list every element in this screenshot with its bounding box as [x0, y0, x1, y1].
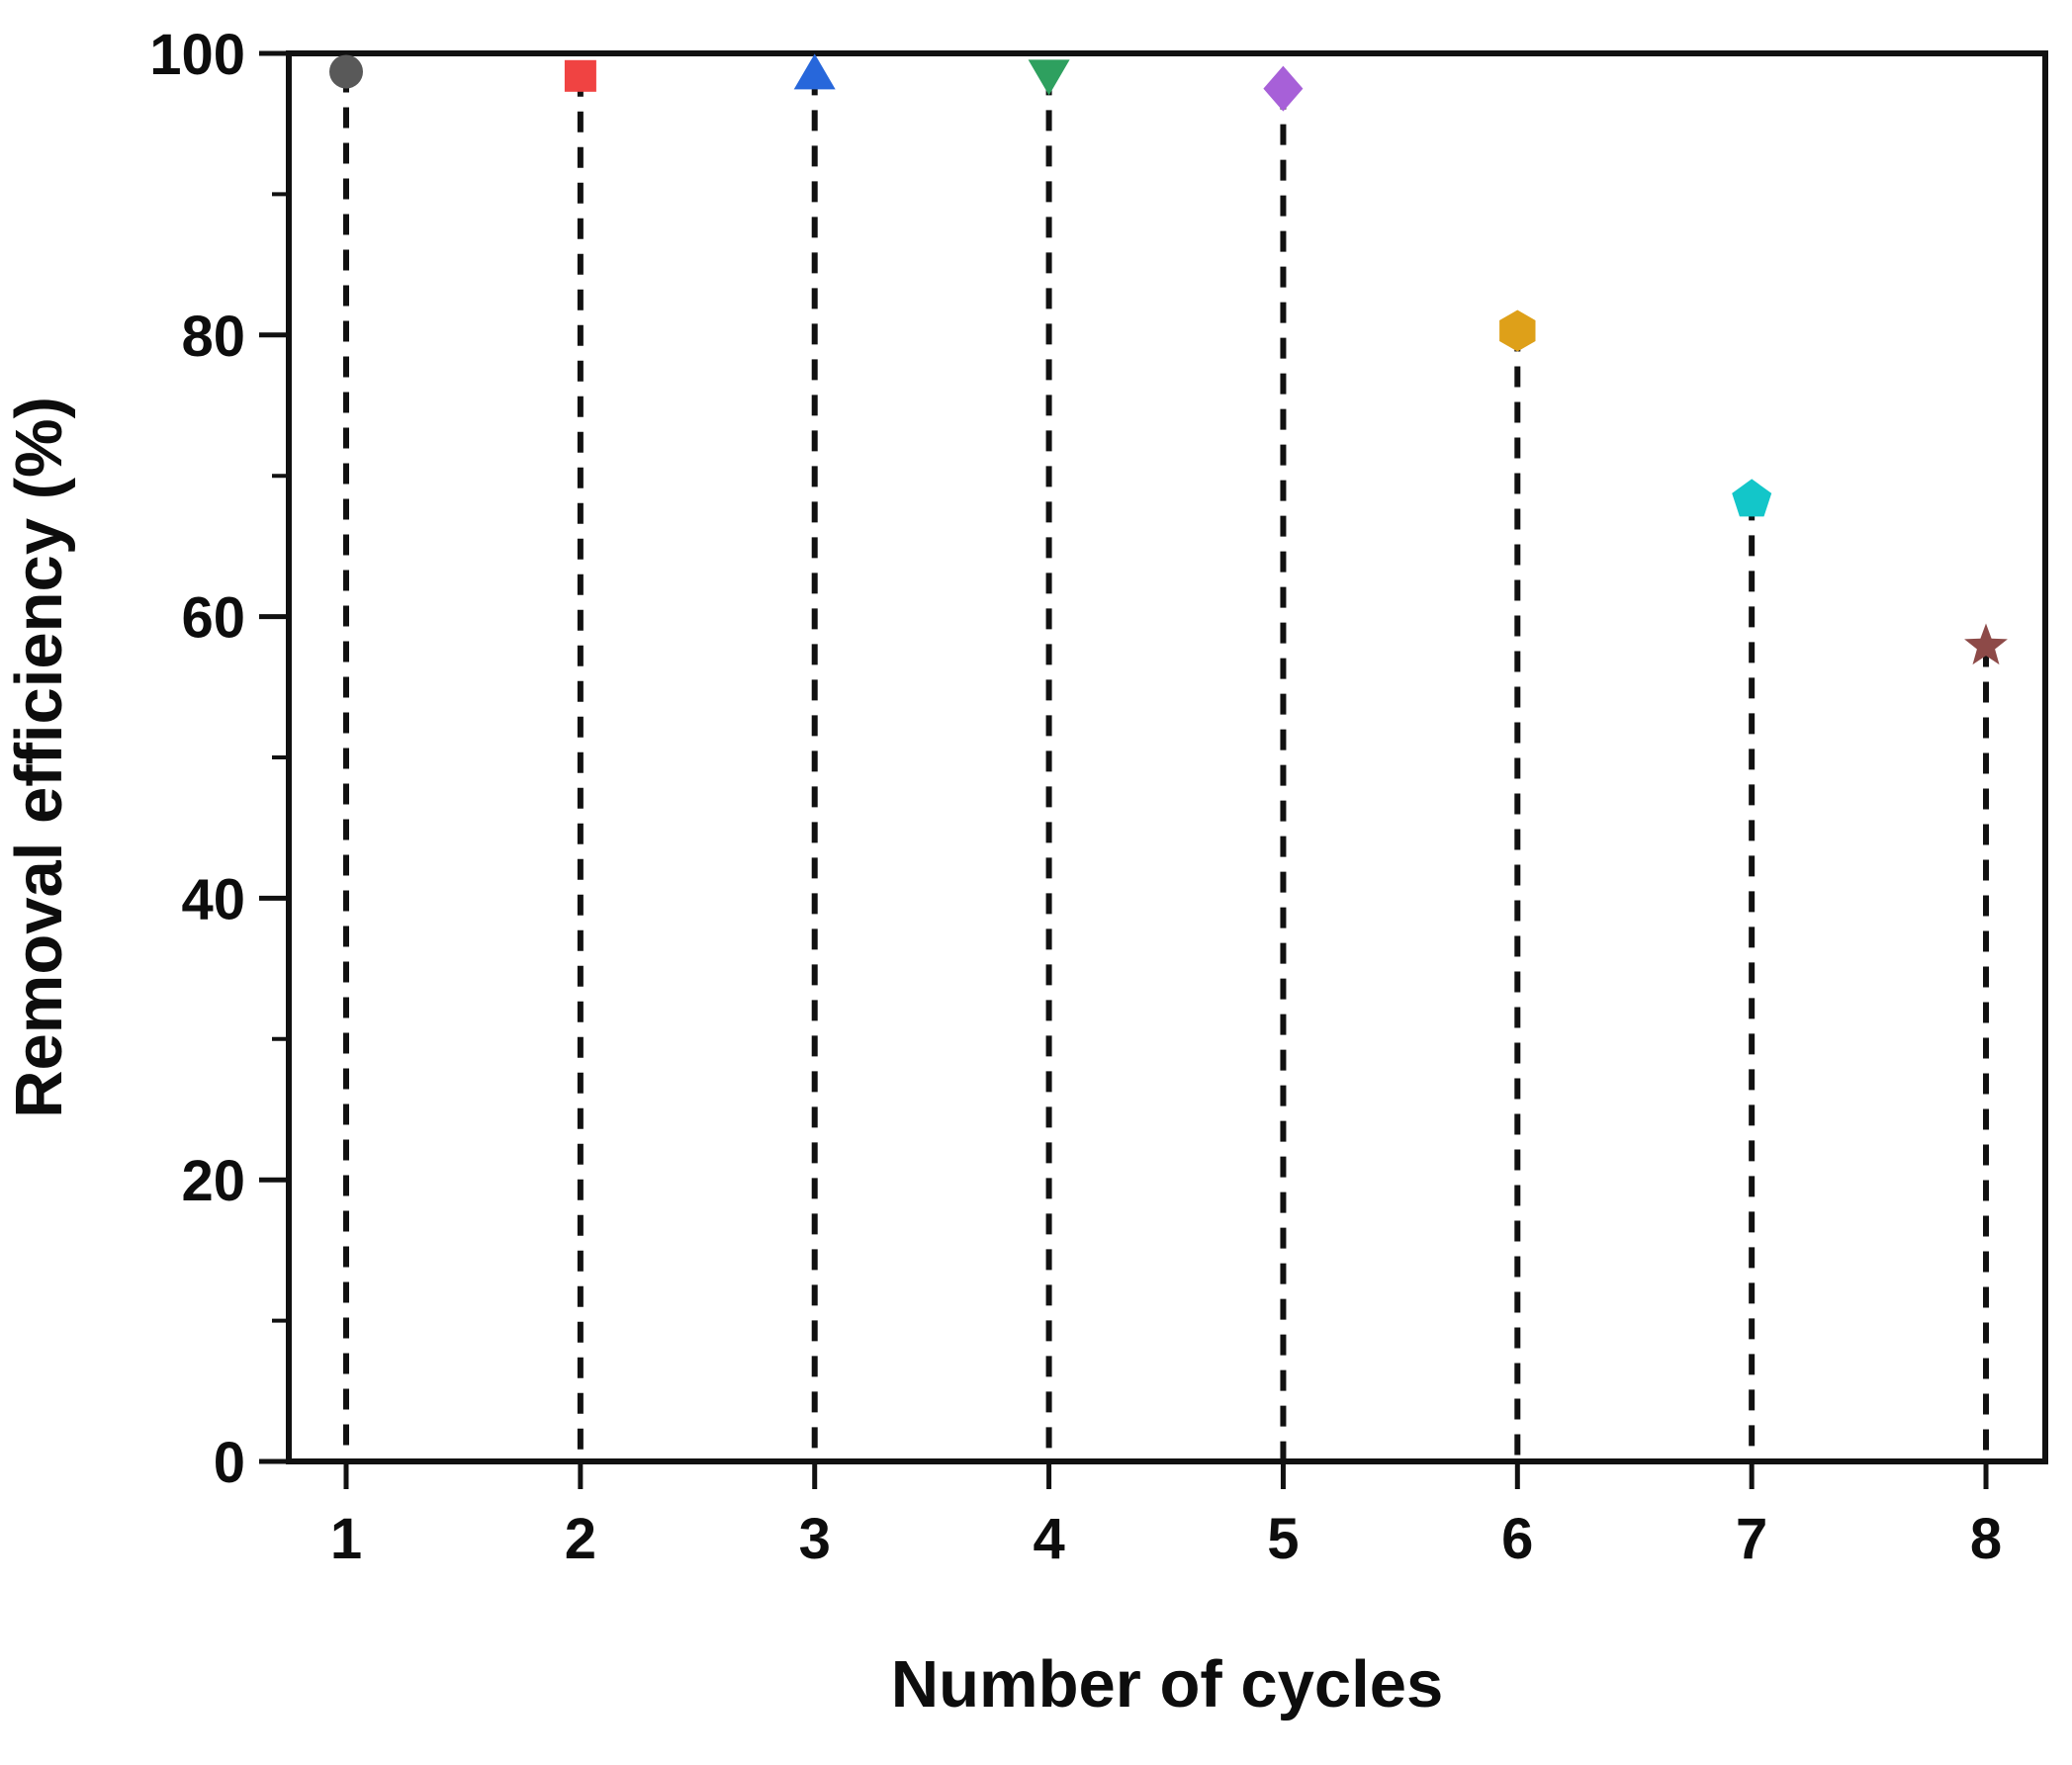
marker-cycle-6-hexagon [1499, 309, 1536, 352]
y-axis-title: Removal efficiency (%) [2, 397, 76, 1118]
x-tick-label: 3 [799, 1507, 831, 1571]
plot-frame-group [286, 50, 2048, 1464]
x-tick-label: 1 [330, 1507, 362, 1571]
x-tick-label: 8 [1970, 1507, 2002, 1571]
y-tick-label: 100 [149, 23, 245, 87]
data-markers-group [329, 53, 2008, 665]
marker-cycle-2-square [564, 59, 596, 92]
x-tick-label: 2 [565, 1507, 596, 1571]
marker-cycle-3-triangle-up [793, 53, 836, 90]
marker-cycle-7-pentagon [1732, 479, 1772, 517]
y-tick-label: 20 [181, 1149, 245, 1213]
x-tick-label: 6 [1501, 1507, 1533, 1571]
y-tick-label: 40 [181, 867, 245, 931]
stem-lines-group [343, 71, 1990, 1461]
x-axis-title: Number of cycles [891, 1647, 1444, 1721]
tick-labels-group: 0 20 40 60 80 100 1 2 3 4 5 6 7 8 [149, 23, 2002, 1571]
marker-cycle-1-circle [329, 54, 363, 89]
x-tick-label: 5 [1267, 1507, 1299, 1571]
y-tick-label: 60 [181, 586, 245, 651]
x-tick-label: 4 [1033, 1507, 1064, 1571]
marker-cycle-4-triangle-down [1028, 59, 1070, 96]
axis-ticks-group [259, 50, 1989, 1489]
y-tick-label: 0 [214, 1431, 245, 1495]
x-tick-label: 7 [1736, 1507, 1767, 1571]
plot-frame [286, 50, 2048, 1464]
y-tick-label: 80 [181, 305, 245, 369]
marker-cycle-8-star [1964, 623, 2008, 665]
marker-cycle-5-diamond [1263, 65, 1304, 112]
